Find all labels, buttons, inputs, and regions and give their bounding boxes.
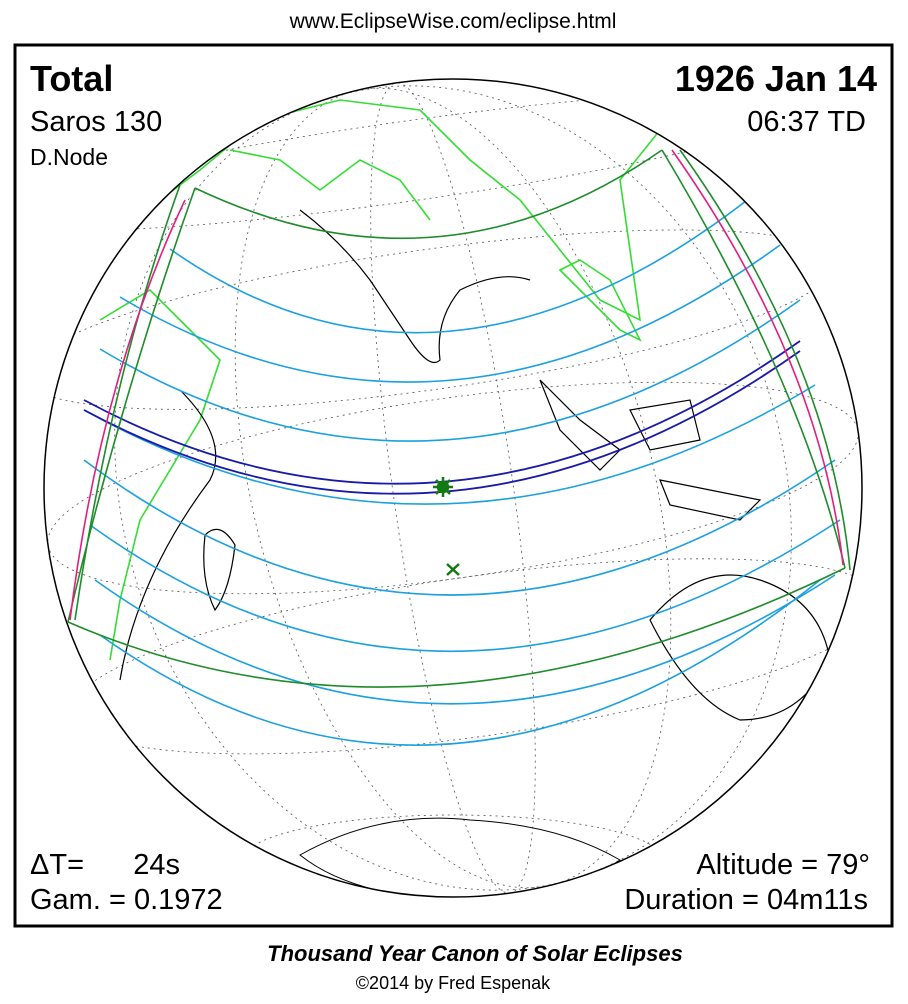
greatest-eclipse: [433, 477, 460, 576]
globe-outline: [43, 78, 863, 898]
penumbra-limits: [67, 149, 851, 688]
rise-set-curves: [69, 149, 844, 621]
time: 06:37 TD: [747, 106, 866, 138]
footer-credit: ©2014 by Fred Espenak: [356, 973, 551, 993]
eclipse-type: Total: [30, 58, 113, 99]
delta-t-label: ΔT=: [30, 849, 84, 881]
delta-t-value: 24s: [133, 849, 180, 881]
footer-title: Thousand Year Canon of Solar Eclipses: [267, 941, 683, 966]
gamma: Gam. = 0.1972: [30, 884, 223, 916]
isolines: [83, 189, 841, 746]
altitude: Altitude = 79°: [696, 849, 870, 881]
saros: Saros 130: [30, 106, 162, 138]
date: 1926 Jan 14: [675, 58, 877, 99]
duration: Duration = 04m11s: [624, 884, 868, 916]
frame: [13, 43, 894, 928]
url: www.EclipseWise.com/eclipse.html: [289, 10, 617, 33]
node: D.Node: [30, 144, 108, 170]
